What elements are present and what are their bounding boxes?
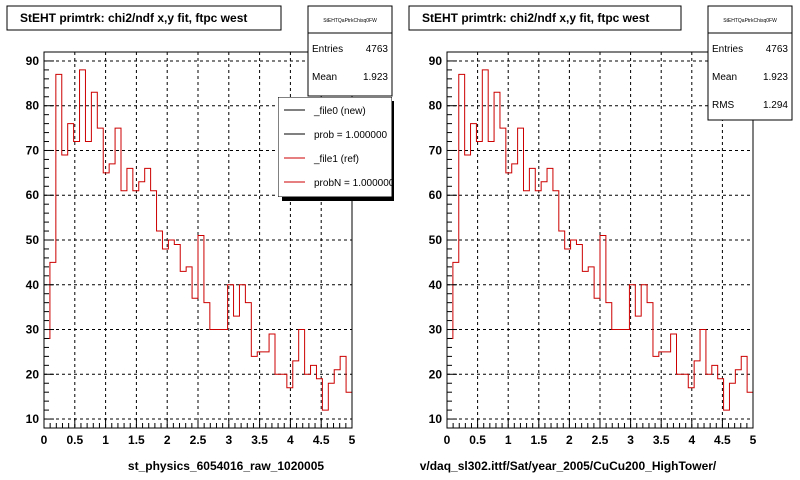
x-tick-label: 1.5	[530, 433, 547, 447]
x-tick-label: 5	[750, 433, 757, 447]
x-tick-label: 3	[225, 433, 232, 447]
panel-1-grid	[44, 52, 352, 428]
y-tick-label: 30	[429, 323, 443, 337]
y-tick-label: 60	[429, 188, 443, 202]
y-tick-label: 70	[429, 143, 443, 157]
y-tick-label: 70	[26, 143, 40, 157]
legend-entry-probn: probN = 1.000000	[314, 178, 395, 189]
legend-entry-new: _file0 (new)	[313, 106, 366, 117]
panel-1-stats-label-mean: Mean	[312, 72, 337, 83]
y-tick-label: 50	[26, 233, 40, 247]
panel-2-title-box	[408, 5, 682, 31]
panel-1-stats-value-entries: 4763	[366, 44, 389, 55]
x-tick-label: 0	[41, 433, 48, 447]
x-tick-label: 3.5	[251, 433, 268, 447]
panel-1-title: StEHT primtrk: chi2/ndf x,y fit, ftpc we…	[20, 11, 247, 25]
panel-2-stats-value-mean: 1.923	[763, 72, 788, 83]
panel-2-stats-box: StEHTQaPtrkChisq0FW Entries 4763 Mean 1.…	[707, 5, 793, 121]
panel-1-y-axis: 10 20 30 40 50 60 70 80 90	[26, 54, 54, 426]
y-tick-label: 40	[429, 278, 443, 292]
x-tick-label: 0.5	[66, 433, 83, 447]
panel-1-histogram-ref	[44, 69, 352, 411]
x-tick-label: 2	[164, 433, 171, 447]
y-tick-label: 30	[26, 323, 40, 337]
y-tick-label: 90	[26, 54, 40, 68]
panel-2-stats-value-entries: 4763	[766, 44, 789, 55]
panel-1-title-box	[6, 5, 282, 31]
x-tick-label: 3.5	[653, 433, 670, 447]
x-tick-label: 4.5	[313, 433, 330, 447]
x-tick-label: 1	[102, 433, 109, 447]
y-tick-label: 80	[429, 99, 443, 113]
panel-2-x-axis-label: v/daq_sl302.ittf/Sat/year_2005/CuCu200_H…	[420, 459, 717, 473]
panel-1-stats-box: StEHTQaPtrkChisq0FW Entries 4763 Mean 1.…	[307, 5, 393, 97]
x-tick-label: 1	[505, 433, 512, 447]
chart-panel-1: StEHT primtrk: chi2/ndf x,y fit, ftpc we…	[6, 5, 395, 473]
y-tick-label: 20	[429, 367, 443, 381]
panel-2-stats-value-rms: 1.294	[763, 100, 788, 111]
y-tick-label: 90	[429, 54, 443, 68]
panel-1-x-axis: 0 0.5 1 1.5 2 2.5 3 3.5 4 4.5 5	[41, 418, 356, 447]
panel-1-stats-label-entries: Entries	[312, 44, 343, 55]
x-tick-label: 4	[688, 433, 695, 447]
x-tick-label: 1.5	[128, 433, 145, 447]
x-tick-label: 5	[349, 433, 356, 447]
x-tick-label: 0	[444, 433, 451, 447]
panel-2-title: StEHT primtrk: chi2/ndf x,y fit, ftpc we…	[422, 11, 649, 25]
y-tick-label: 50	[429, 233, 443, 247]
y-tick-label: 40	[26, 278, 40, 292]
panel-2-stats-label-entries: Entries	[712, 44, 743, 55]
x-tick-label: 2.5	[592, 433, 609, 447]
panel-1-stats-name: StEHTQaPtrkChisq0FW	[323, 18, 377, 24]
legend-entry-prob: prob = 1.000000	[314, 130, 388, 141]
x-tick-label: 4	[287, 433, 294, 447]
x-tick-label: 0.5	[469, 433, 486, 447]
panel-2-histogram-ref	[447, 69, 753, 411]
panel-2-stats-name: StEHTQaPtrkChisq0FW	[723, 18, 777, 24]
y-tick-label: 20	[26, 367, 40, 381]
panel-1-legend: _file0 (new) prob = 1.000000 _file1 (ref…	[278, 97, 395, 201]
panel-2-stats-label-rms: RMS	[712, 100, 735, 111]
y-tick-label: 80	[26, 99, 40, 113]
x-tick-label: 4.5	[714, 433, 731, 447]
y-tick-label: 60	[26, 188, 40, 202]
panel-1-x-axis-label: st_physics_6054016_raw_1020005	[128, 459, 324, 473]
legend-clip: _file0 (new) prob = 1.000000 _file1 (ref…	[278, 97, 395, 197]
x-tick-label: 2.5	[190, 433, 207, 447]
panel-2-stats-label-mean: Mean	[712, 72, 737, 83]
legend-entry-ref: _file1 (ref)	[313, 154, 359, 165]
x-tick-label: 3	[627, 433, 634, 447]
panel-1-stats-value-mean: 1.923	[363, 72, 388, 83]
chart-panel-2: StEHT primtrk: chi2/ndf x,y fit, ftpc we…	[408, 5, 793, 473]
panel-2-x-axis: 0 0.5 1 1.5 2 2.5 3 3.5 4 4.5 5	[444, 418, 757, 447]
panel-2-y-axis: 10 20 30 40 50 60 70 80 90	[429, 54, 457, 426]
y-tick-label: 10	[26, 412, 40, 426]
x-tick-label: 2	[566, 433, 573, 447]
y-tick-label: 10	[429, 412, 443, 426]
